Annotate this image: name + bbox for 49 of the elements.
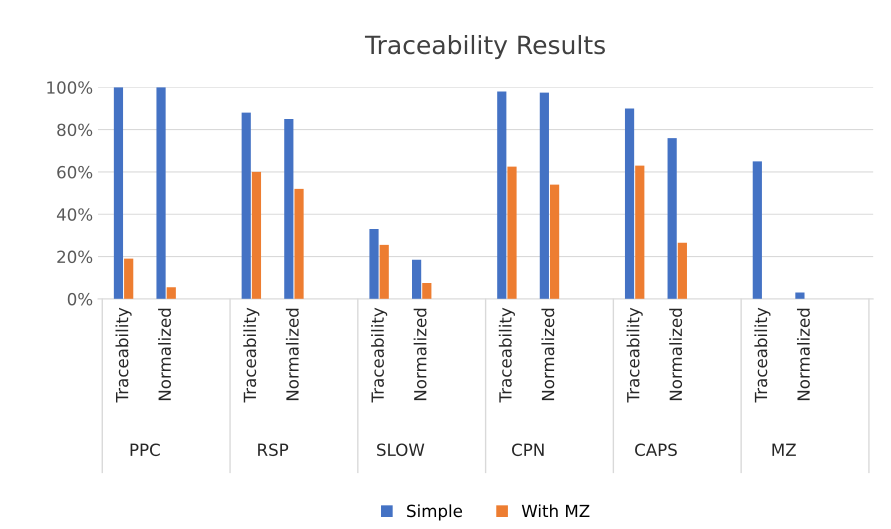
x-tick-label: Traceability	[498, 308, 515, 403]
x-tick-label: Normalized	[669, 308, 682, 400]
bar	[668, 138, 677, 299]
bar	[540, 92, 549, 299]
bar	[507, 166, 517, 299]
bar	[124, 258, 134, 299]
bar	[635, 166, 644, 299]
bar	[678, 242, 687, 299]
bar	[294, 188, 304, 299]
y-tick-label: 60%	[57, 166, 92, 178]
bar	[624, 108, 634, 299]
x-tick-label: Traceability	[626, 308, 643, 403]
bar	[252, 172, 262, 299]
bar	[284, 119, 294, 299]
x-tick-label: Normalized	[286, 308, 299, 400]
bar	[752, 161, 762, 299]
bar	[422, 283, 432, 299]
bar	[412, 260, 422, 299]
text: CPN	[512, 443, 544, 456]
text: RSP	[258, 443, 288, 456]
y-tick-label: 80%	[57, 124, 92, 136]
y-tick-label: 40%	[56, 208, 92, 221]
legend-label: Simple	[407, 504, 462, 520]
x-tick-label: Normalized	[414, 308, 427, 400]
text: PPC	[130, 443, 160, 456]
bar	[242, 112, 251, 299]
bar	[795, 292, 805, 299]
y-tick-label: 20%	[57, 250, 92, 264]
chart-title: Traceability Results	[364, 34, 605, 60]
text: SLOW	[377, 443, 424, 456]
text: MZ	[772, 444, 796, 456]
bar	[380, 244, 389, 299]
x-tick-label: Traceability	[116, 308, 132, 403]
y-tick-label: 0%	[68, 292, 92, 306]
x-tick-label: Traceability	[371, 308, 388, 403]
bar	[166, 287, 176, 299]
text: CAPS	[635, 443, 677, 456]
bar	[369, 229, 379, 299]
y-tick-label: 100%	[47, 81, 92, 94]
bar	[497, 92, 506, 299]
bar	[114, 87, 124, 299]
legend-label: With MZ	[522, 504, 590, 517]
x-tick-label: Traceability	[243, 308, 260, 403]
bar	[156, 87, 166, 299]
bar	[550, 184, 560, 299]
x-tick-label: Normalized	[541, 308, 554, 400]
x-tick-label: Normalized	[796, 308, 810, 400]
x-tick-label: Traceability	[754, 308, 771, 403]
x-tick-label: Normalized	[158, 308, 171, 400]
